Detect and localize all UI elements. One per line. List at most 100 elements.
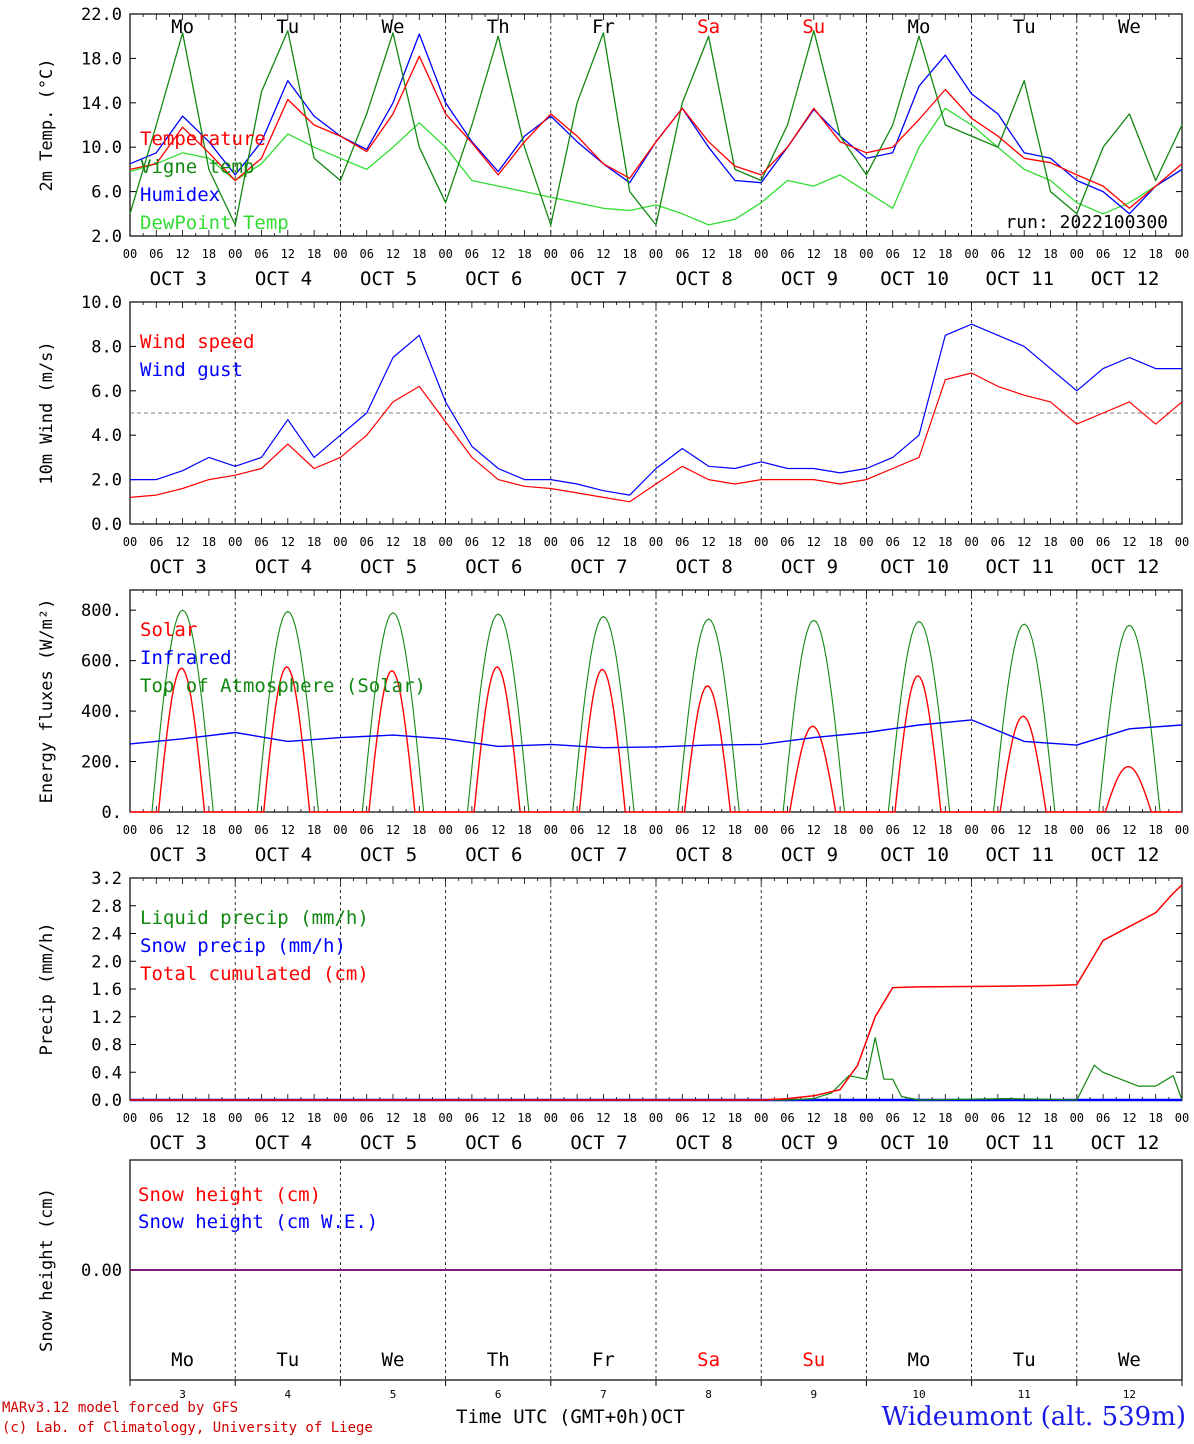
hour-tick-label: 00 [228, 823, 242, 837]
hour-tick-label: 00 [964, 247, 978, 261]
y-tick-label: 400. [81, 702, 122, 722]
hour-tick-label: 18 [202, 535, 216, 549]
hour-tick-label: 18 [1043, 535, 1057, 549]
hour-tick-label: 18 [517, 1111, 531, 1125]
hour-tick-label: 12 [386, 823, 400, 837]
series-red [129, 372, 1183, 503]
day-name: Tu [1013, 1349, 1036, 1371]
hour-tick-label: 18 [622, 823, 636, 837]
hour-tick-label: 12 [1017, 1111, 1031, 1125]
hour-tick-label: 00 [754, 823, 768, 837]
hour-tick-label: 00 [544, 247, 558, 261]
hour-tick-label: 06 [780, 247, 794, 261]
hour-tick-label: 12 [1122, 535, 1136, 549]
y-axis-label-3: Precip (mm/h) [37, 922, 57, 1055]
legend-blue: Humidex [140, 184, 220, 206]
hour-tick-label: 06 [149, 247, 163, 261]
hour-tick-label: 00 [964, 1111, 978, 1125]
date-label: OCT 11 [985, 268, 1054, 290]
hour-tick-label: 18 [517, 535, 531, 549]
hour-tick-label: 12 [807, 535, 821, 549]
hour-tick-label: 00 [649, 247, 663, 261]
date-label: OCT 5 [360, 844, 417, 866]
time-label: Time UTC (GMT+0h) [456, 1406, 651, 1428]
date-label: OCT 3 [150, 268, 207, 290]
hour-tick-label: 18 [202, 1111, 216, 1125]
hour-tick-label: 18 [622, 1111, 636, 1125]
hour-tick-label: 18 [833, 1111, 847, 1125]
hour-tick-label: 06 [149, 1111, 163, 1125]
date-label: OCT 5 [360, 556, 417, 578]
hour-tick-label: 12 [596, 535, 610, 549]
hour-tick-label: 06 [254, 247, 268, 261]
y-tick-label: 2.8 [91, 897, 122, 917]
hour-tick-label: 06 [991, 535, 1005, 549]
hour-tick-label: 00 [544, 535, 558, 549]
y-tick-label: 14.0 [81, 94, 122, 114]
hour-tick-label: 00 [1070, 1111, 1084, 1125]
hour-tick-label: 06 [991, 247, 1005, 261]
hour-tick-label: 18 [728, 823, 742, 837]
day-number: 10 [912, 1388, 925, 1401]
date-label: OCT 12 [1091, 844, 1160, 866]
hour-tick-label: 00 [438, 247, 452, 261]
hour-tick-label: 00 [649, 1111, 663, 1125]
hour-tick-label: 06 [885, 247, 899, 261]
hour-tick-label: 12 [491, 535, 505, 549]
hour-tick-label: 12 [281, 823, 295, 837]
hour-tick-label: 18 [1148, 823, 1162, 837]
hour-tick-label: 06 [359, 1111, 373, 1125]
legend-green: Liquid precip (mm/h) [140, 907, 369, 929]
date-label: OCT 11 [985, 844, 1054, 866]
y-tick-label: 2.4 [91, 925, 122, 945]
hour-tick-label: 18 [938, 247, 952, 261]
hour-tick-label: 18 [728, 247, 742, 261]
date-label: OCT 11 [985, 1132, 1054, 1154]
date-label: OCT 9 [781, 844, 838, 866]
hour-tick-label: 12 [596, 823, 610, 837]
hour-tick-label: 06 [885, 535, 899, 549]
day-name: Su [802, 16, 825, 38]
hour-tick-label: 12 [807, 1111, 821, 1125]
day-name: Mo [171, 1349, 194, 1371]
hour-tick-label: 18 [938, 1111, 952, 1125]
hour-tick-label: 12 [281, 1111, 295, 1125]
hour-tick-label: 12 [1122, 823, 1136, 837]
y-axis-label-1: 10m Wind (m/s) [37, 341, 57, 484]
day-number: 8 [705, 1388, 712, 1401]
hour-tick-label: 06 [991, 1111, 1005, 1125]
legend-blue: Snow precip (mm/h) [140, 935, 346, 957]
hour-tick-label: 06 [675, 535, 689, 549]
date-label: OCT 9 [781, 1132, 838, 1154]
date-label: OCT 6 [465, 556, 522, 578]
hour-tick-label: 12 [491, 823, 505, 837]
hour-tick-label: 18 [202, 823, 216, 837]
hour-tick-label: 12 [701, 247, 715, 261]
hour-tick-label: 00 [1175, 247, 1189, 261]
hour-tick-label: 00 [123, 1111, 137, 1125]
hour-tick-label: 12 [912, 535, 926, 549]
hour-tick-label: 00 [859, 247, 873, 261]
legend-red: Total cumulated (cm) [140, 963, 369, 985]
time-axis-label: Time UTC (GMT+0h)OCT [456, 1406, 685, 1428]
day-name: We [382, 1349, 405, 1371]
hour-tick-label: 00 [123, 247, 137, 261]
month-label: OCT [650, 1406, 685, 1428]
date-label: OCT 10 [880, 844, 949, 866]
hour-tick-label: 00 [123, 823, 137, 837]
date-label: OCT 10 [880, 1132, 949, 1154]
y-tick-label: 2.0 [91, 227, 122, 247]
hour-tick-label: 18 [307, 247, 321, 261]
legend-blue: Wind gust [140, 359, 243, 381]
date-label: OCT 8 [676, 844, 733, 866]
date-label: OCT 12 [1091, 268, 1160, 290]
day-name: Fr [592, 16, 615, 38]
legend-green: Top of Atmosphere (Solar) [140, 675, 426, 697]
series-total-cumulated [130, 884, 1183, 1101]
legend-red: Wind speed [140, 331, 254, 353]
hour-tick-label: 18 [1148, 1111, 1162, 1125]
y-tick-label: 18.0 [81, 49, 122, 69]
y-tick-label: 0.00 [81, 1261, 122, 1281]
day-name: Tu [276, 1349, 299, 1371]
y-tick-label: 0.4 [91, 1063, 122, 1083]
